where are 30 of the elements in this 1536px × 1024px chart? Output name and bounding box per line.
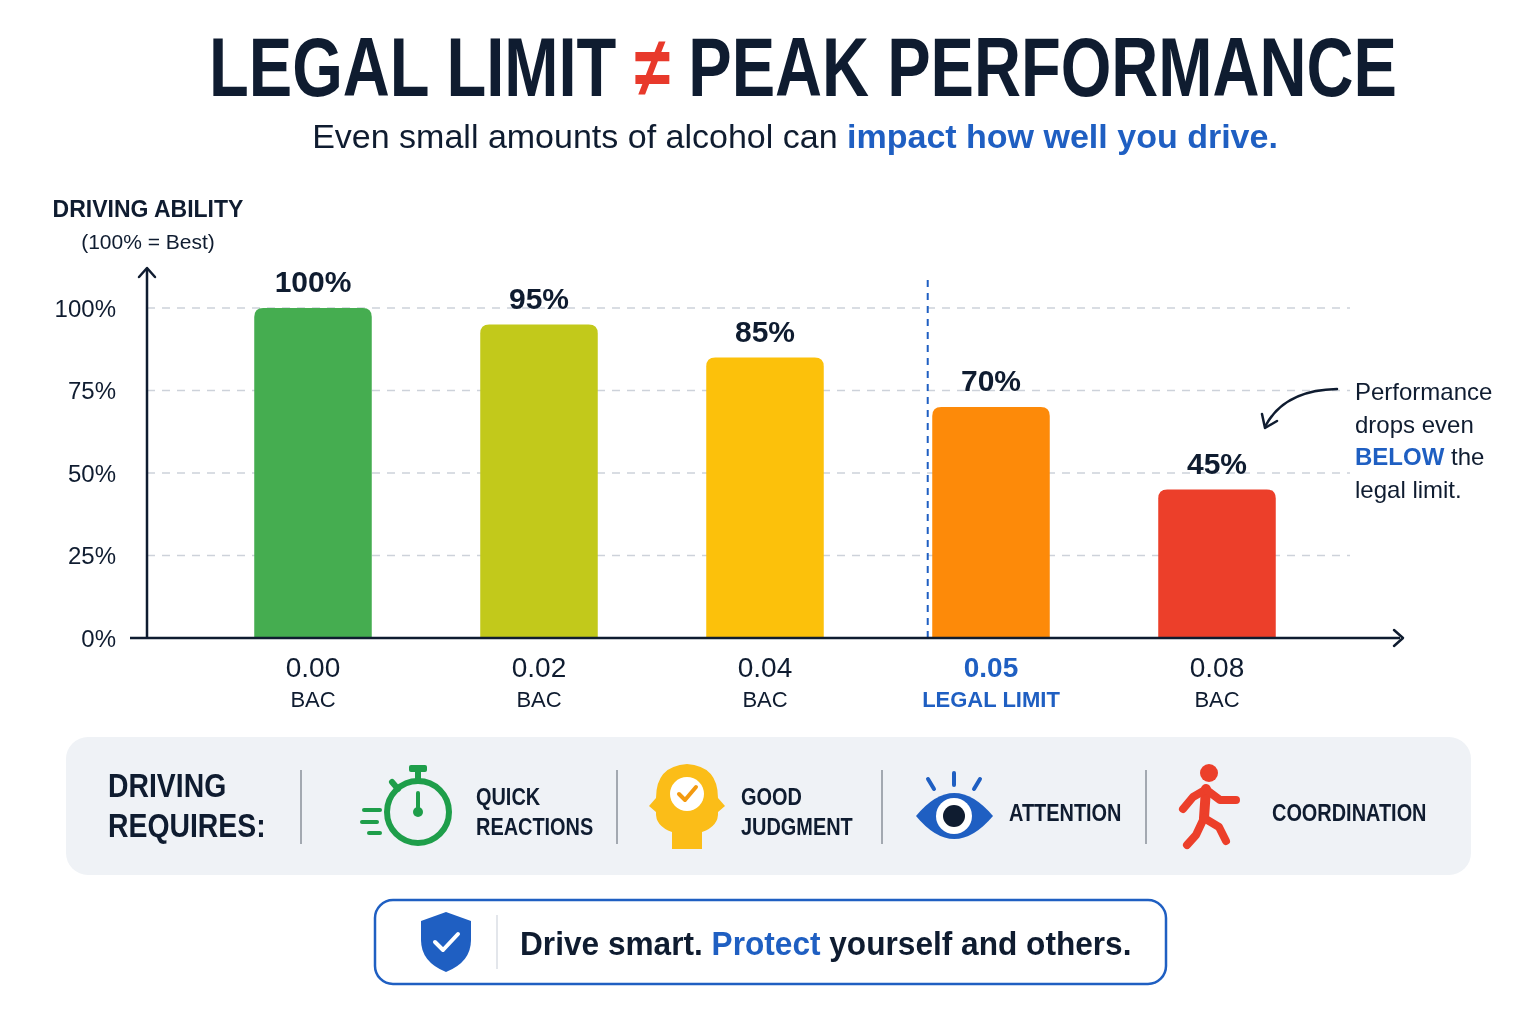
bar: [932, 407, 1050, 638]
data-label: 100%: [274, 265, 352, 298]
text: GOOD JUDGMENT: [741, 783, 854, 841]
data-label: 70%: [960, 364, 1022, 397]
text: COORDINATION: [1272, 799, 1427, 827]
data-label: 45%: [1186, 446, 1248, 480]
y-tick-label: 100%: [54, 294, 116, 322]
y-tick-label: 0%: [81, 624, 116, 652]
bar: [706, 357, 824, 638]
text: QUICK REACTIONS: [476, 783, 594, 841]
data-label: 85%: [734, 314, 796, 348]
y-tick-label: 25%: [67, 542, 116, 569]
y-tick-label: 50%: [67, 459, 116, 487]
text: Even small amounts of alcohol can impact how well you drive.: [312, 117, 1278, 155]
text: Performance drops even BELOW the legal limit.: [1355, 378, 1493, 503]
bar: [254, 308, 372, 638]
bar: [1158, 489, 1276, 638]
bar: [480, 324, 598, 638]
text: DRIVING REQUIRES:: [108, 766, 266, 845]
data-label: 95%: [508, 281, 570, 315]
x-tick-label: 0.04 BAC: [737, 652, 793, 712]
x-tick-label: 0.05 LEGAL LIMIT: [922, 652, 1061, 712]
text: ATTENTION: [1009, 799, 1122, 827]
y-axis-title: DRIVING ABILITY (100% = Best): [52, 196, 244, 253]
x-tick-label: 0.00 BAC: [285, 652, 341, 712]
text: Drive smart. Protect yourself and others.: [520, 923, 1132, 963]
x-tick-label: 0.08 BAC: [1189, 652, 1245, 712]
chart-title: LEGAL LIMIT ≠ PEAK PERFORMANCE: [209, 19, 1397, 114]
x-tick-label: 0.02 BAC: [511, 652, 567, 712]
y-tick-label: 75%: [67, 377, 116, 404]
